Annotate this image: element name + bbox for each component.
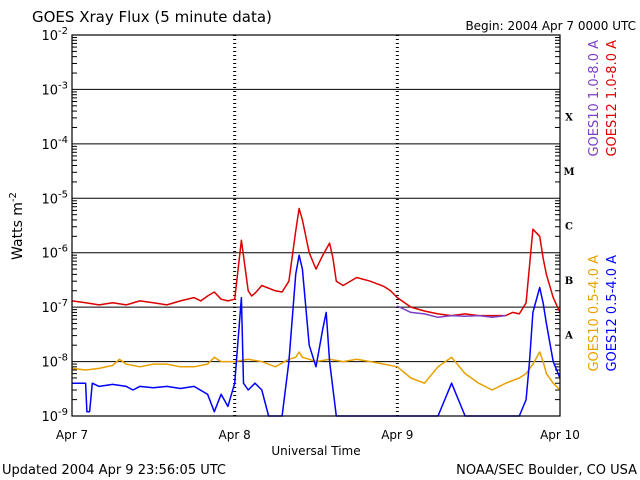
- flare-class-label: A: [564, 330, 573, 341]
- x-tick-label: Apr 8: [219, 428, 251, 442]
- y-axis-label: Watts m-2: [8, 192, 26, 260]
- y-tick-label: 10-3: [41, 80, 68, 98]
- x-tick-label: Apr 10: [540, 428, 580, 442]
- x-axis-label: Universal Time: [271, 444, 360, 458]
- y-tick-base: 10: [41, 410, 58, 425]
- x-tick-label: Apr 7: [56, 428, 88, 442]
- legend-entry: GOES10 0.5-4.0 A: [587, 255, 602, 372]
- flare-class-label: B: [565, 276, 573, 287]
- y-tick-base: 10: [41, 138, 58, 153]
- plot-frame: [71, 34, 561, 417]
- y-tick-labels: 10-910-810-710-610-510-410-310-2: [41, 26, 68, 425]
- y-tick-label: 10-9: [41, 407, 68, 425]
- y-tick-exponent: -5: [58, 189, 68, 200]
- x-tick-labels: Apr 7 Apr 8 Apr 9 Apr 10: [56, 428, 580, 442]
- y-tick-label: 10-5: [41, 189, 68, 207]
- series-line: [72, 254, 561, 417]
- flare-class-labels: A B C M X: [563, 113, 574, 342]
- y-tick-label: 10-8: [41, 353, 68, 371]
- y-tick-base: 10: [41, 247, 58, 262]
- y-tick-exponent: -2: [58, 26, 68, 37]
- y-tick-base: 10: [41, 356, 58, 371]
- y-tick-base: 10: [41, 83, 58, 98]
- begin-label: Begin: 2004 Apr 7 0000 UTC: [465, 19, 636, 33]
- plot-series: [71, 207, 561, 417]
- y-axis-label-base: Watts m: [10, 202, 26, 260]
- series-line: [71, 351, 561, 391]
- flare-class-label: C: [565, 222, 573, 233]
- y-tick-label: 10-7: [41, 298, 68, 316]
- updated-label: Updated 2004 Apr 9 23:56:05 UTC: [2, 463, 226, 478]
- series-line: [71, 207, 561, 317]
- y-tick-exponent: -9: [58, 407, 68, 418]
- chart-title: GOES Xray Flux (5 minute data): [32, 8, 272, 26]
- flare-class-label: X: [565, 113, 573, 124]
- legend-entry: GOES10 1.0-8.0 A: [587, 40, 602, 157]
- credit-label: NOAA/SEC Boulder, CO USA: [456, 463, 637, 478]
- legend-entry: GOES12 1.0-8.0 A: [605, 40, 620, 157]
- y-tick-exponent: -4: [58, 135, 68, 146]
- y-tick-base: 10: [41, 192, 58, 207]
- y-tick-label: 10-4: [41, 135, 68, 153]
- legend-entry: GOES12 0.5-4.0 A: [605, 255, 620, 372]
- y-tick-exponent: -8: [58, 353, 68, 364]
- y-tick-label: 10-6: [41, 244, 68, 262]
- y-tick-exponent: -6: [58, 244, 68, 255]
- plot-grid: [72, 34, 560, 417]
- y-tick-base: 10: [41, 301, 58, 316]
- x-tick-label: Apr 9: [381, 428, 413, 442]
- flare-class-label: M: [563, 167, 574, 178]
- y-tick-exponent: -3: [58, 80, 68, 91]
- series-line: [396, 305, 506, 319]
- y-tick-base: 10: [41, 29, 58, 44]
- y-tick-label: 10-2: [41, 26, 68, 44]
- y-tick-exponent: -7: [58, 298, 68, 309]
- y-axis-label-exponent: -2: [8, 192, 19, 202]
